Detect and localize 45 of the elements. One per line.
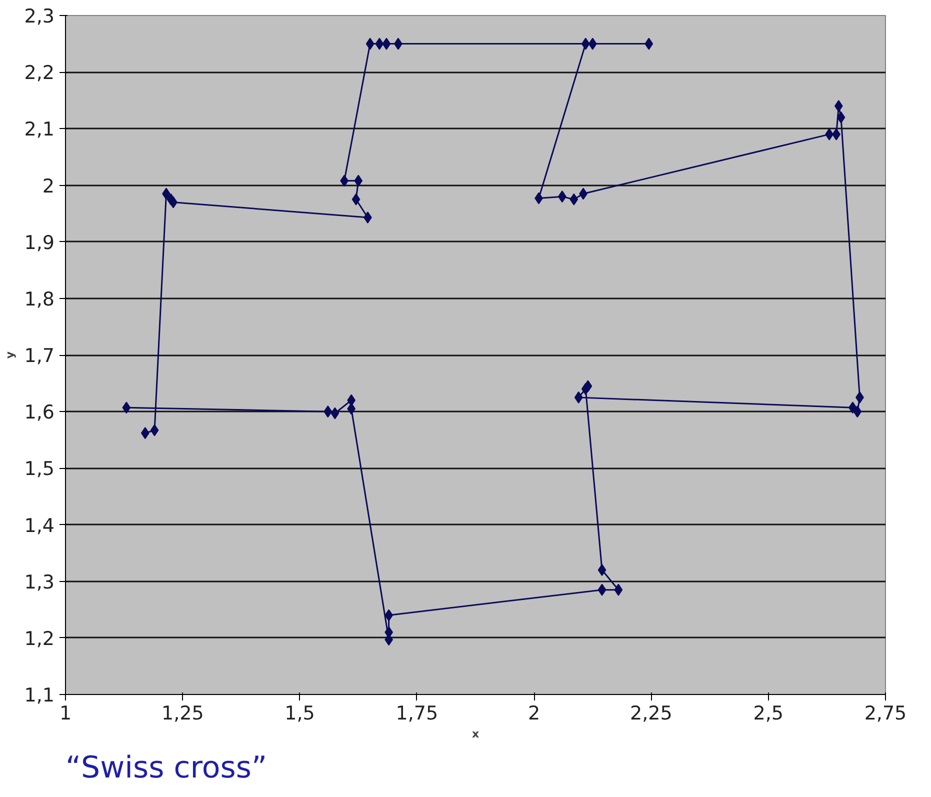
point (614, 584, 623, 596)
x-tick-label: 1,5 (284, 702, 315, 724)
text: “Swiss cross” (66, 750, 268, 786)
x-tick-label: 1 (59, 702, 72, 724)
point (122, 402, 131, 414)
point (330, 407, 340, 420)
y-tick-label: 1,6 (24, 402, 54, 424)
y-tick-label: 1,5 (24, 458, 54, 480)
point (581, 38, 590, 50)
y-tick-label: 1,8 (24, 288, 54, 310)
y-tick-label: 1,3 (24, 571, 54, 594)
y-tick-label: 2,1 (24, 118, 54, 141)
point (375, 38, 384, 50)
point (140, 427, 150, 440)
point (324, 406, 332, 418)
y-tick-label: 1,7 (24, 345, 54, 367)
point (574, 391, 583, 404)
x-tick-label: 2,75 (864, 702, 907, 724)
x-tick-label: 2 (528, 702, 540, 724)
y-tick-label: 2,2 (24, 62, 54, 84)
y-tick-label: 2 (42, 175, 55, 198)
point (352, 193, 360, 206)
x-tick-label: 1,25 (161, 702, 204, 724)
point (150, 424, 159, 436)
y-axis-title: y (3, 351, 16, 359)
point (382, 38, 391, 50)
point (598, 584, 606, 596)
point (853, 406, 862, 418)
y-tick-label: 2,3 (24, 6, 54, 28)
x-tick-label: 2,25 (630, 702, 672, 724)
x-tick-label: 2,5 (753, 702, 784, 724)
y-tick-label: 1,2 (24, 628, 54, 650)
point (644, 38, 654, 50)
point (354, 174, 363, 187)
point (366, 38, 374, 50)
point (836, 111, 846, 124)
x-tick-label: 1,75 (396, 702, 438, 724)
y-tick-label: 1,4 (24, 514, 54, 537)
x-axis-title: x (472, 728, 480, 740)
point (834, 100, 843, 112)
y-tick-label: 1,9 (24, 232, 54, 254)
y-tick-label: 1,1 (24, 684, 54, 706)
point (588, 38, 597, 50)
point (598, 564, 606, 576)
point (570, 193, 578, 206)
